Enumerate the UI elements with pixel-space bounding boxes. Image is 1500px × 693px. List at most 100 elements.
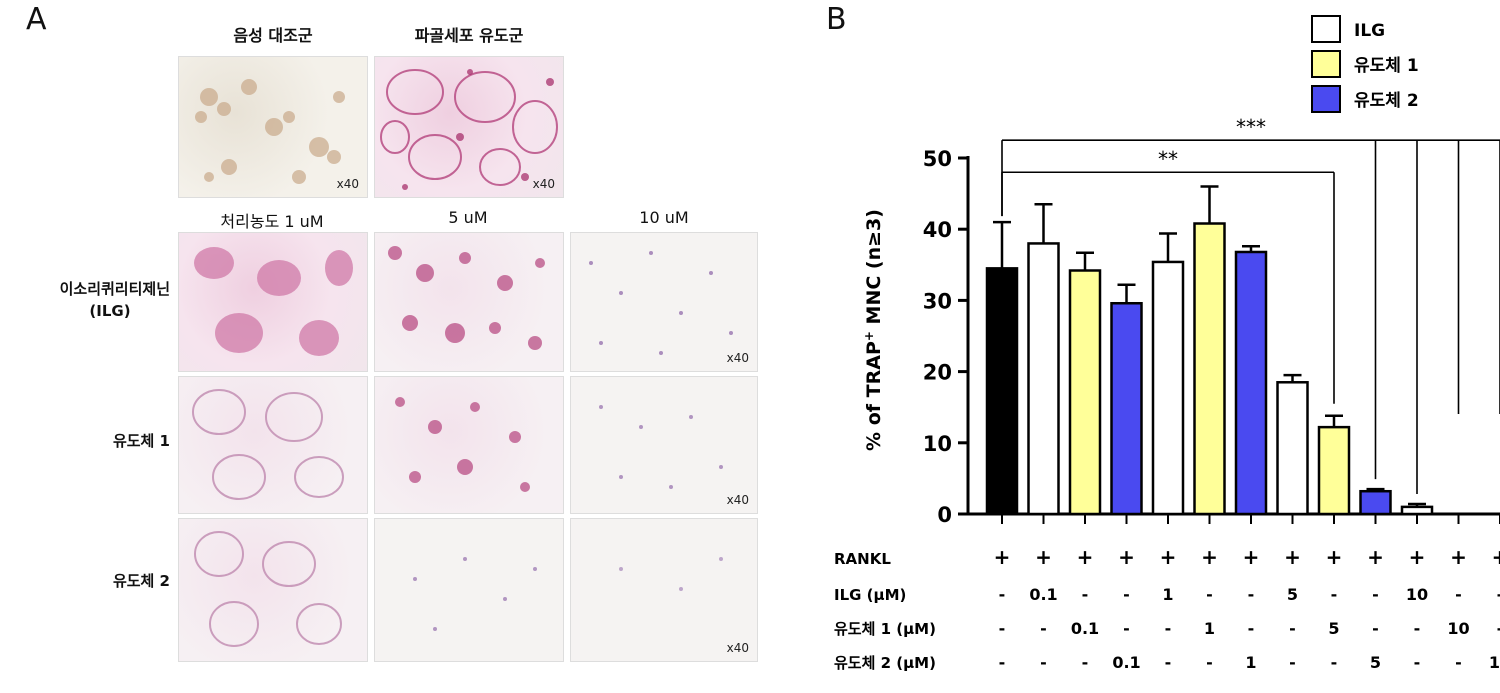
- micrograph-ilg-1um: [178, 232, 368, 372]
- table-row-label: ILG (μM): [834, 586, 906, 604]
- table-cell: 0.1: [1029, 585, 1057, 604]
- micrograph-derivative1-5um: [374, 376, 564, 514]
- table-cell: -: [999, 653, 1006, 672]
- legend-swatch: [1311, 15, 1341, 43]
- table-cell: 1: [1162, 585, 1173, 604]
- bar: [1359, 489, 1392, 516]
- table-cell: -: [1165, 619, 1172, 638]
- legend-label: 유도체 2: [1354, 91, 1419, 111]
- table-cell: -: [1248, 585, 1255, 604]
- table-cell: -: [1497, 619, 1500, 638]
- cell-texture: [619, 557, 723, 591]
- y-axis-label-sup: +: [862, 331, 876, 341]
- table-cell: -: [1165, 653, 1172, 672]
- table-cell: -: [1497, 585, 1500, 604]
- column-header-osteoclast-induced: 파골세포 유도군: [414, 26, 524, 45]
- table-cell: +: [1077, 545, 1094, 569]
- y-tick-label: 20: [923, 361, 952, 385]
- legend-swatch: [1311, 50, 1341, 78]
- table-cell: -: [1372, 619, 1379, 638]
- micrograph-derivative2-1um: [178, 518, 368, 662]
- magnification-label: x40: [726, 641, 749, 655]
- y-tick-label: 40: [923, 218, 952, 242]
- legend: ILG 유도체 1 유도체 2: [1311, 15, 1419, 113]
- table-cell: -: [1289, 619, 1296, 638]
- micrograph-derivative1-1um: [178, 376, 368, 514]
- row-label-derivative-2: 유도체 2: [112, 572, 170, 590]
- concentration-header-10um: 10 uM: [639, 208, 689, 227]
- table-cell: -: [1123, 585, 1130, 604]
- table-cell: -: [1082, 653, 1089, 672]
- table-row-label: 유도체 1 (μM): [834, 620, 936, 638]
- bar: [1151, 260, 1185, 516]
- concentration-header-5um: 5 uM: [448, 208, 488, 227]
- table-cell: +: [1409, 545, 1426, 569]
- table-cell: -: [1206, 585, 1213, 604]
- y-axis-label: % of TRAP+ MNC (n≥3): [862, 209, 885, 451]
- y-axis-label-pre: % of TRAP: [863, 341, 885, 451]
- cell-texture: [599, 405, 723, 489]
- bar: [1027, 242, 1060, 516]
- significance-brackets: *****: [1001, 115, 1500, 495]
- bar: [1193, 222, 1226, 516]
- bar: [1110, 301, 1143, 516]
- table-cell: -: [1331, 585, 1338, 604]
- table-cell: 5: [1287, 585, 1298, 604]
- table-cell: -: [1455, 585, 1462, 604]
- table-cell: 0.1: [1071, 619, 1099, 638]
- table-cell: -: [1331, 653, 1338, 672]
- cell-texture: [395, 397, 530, 492]
- micrograph-negative-control: x40: [178, 56, 368, 198]
- significance-label: **: [1158, 147, 1178, 171]
- micrograph-derivative2-10um: x40: [570, 518, 758, 662]
- table-row-label: 유도체 2 (μM): [834, 654, 936, 672]
- table-cell: +: [1450, 545, 1467, 569]
- table-cell: 10: [1489, 653, 1500, 672]
- table-cell: 5: [1328, 619, 1339, 638]
- cell-texture: [194, 531, 342, 647]
- micrograph-derivative2-5um: [374, 518, 564, 662]
- table-cell: +: [1118, 545, 1135, 569]
- treatment-table: RANKL+++++++++++++ILG (μM)-0.1--1--5--10…: [834, 545, 1500, 672]
- table-cell: -: [1082, 585, 1089, 604]
- table-cell: +: [1492, 545, 1500, 569]
- bar: [1068, 269, 1102, 516]
- cell-texture: [589, 251, 733, 355]
- table-cell: -: [1414, 619, 1421, 638]
- magnification-label: x40: [336, 177, 359, 191]
- micrograph-derivative1-10um: x40: [570, 376, 758, 514]
- table-cell: -: [1455, 653, 1462, 672]
- row-label-ilg-line1: 이소리퀴리티제닌: [59, 280, 170, 298]
- magnification-label: x40: [532, 177, 555, 191]
- table-cell: +: [1035, 545, 1052, 569]
- table-cell: -: [1123, 619, 1130, 638]
- table-cell: -: [1040, 653, 1047, 672]
- table-cell: +: [1326, 545, 1343, 569]
- concentration-header-1um: 처리농도 1 uM: [220, 212, 324, 231]
- bar: [1276, 381, 1309, 516]
- y-tick-label: 30: [923, 289, 952, 313]
- y-axis-label-post: MNC (n≥3): [863, 209, 885, 331]
- legend-label: 유도체 1: [1354, 56, 1419, 76]
- legend-swatch: [1311, 85, 1341, 113]
- cell-texture: [195, 79, 345, 184]
- table-cell: 1: [1204, 619, 1215, 638]
- table-row-label: RANKL: [834, 550, 891, 568]
- table-cell: 10: [1447, 619, 1469, 638]
- row-label-derivative-1: 유도체 1: [112, 432, 170, 450]
- micrograph-osteoclast-induced: x40: [374, 56, 564, 198]
- table-cell: +: [1284, 545, 1301, 569]
- bar: [1234, 250, 1268, 516]
- panel-a-letter: A: [26, 2, 47, 37]
- bar: [1317, 425, 1351, 516]
- legend-label: ILG: [1354, 21, 1385, 41]
- micrograph-ilg-10um: x40: [570, 232, 758, 372]
- table-cell: -: [1248, 619, 1255, 638]
- significance-label: ***: [1236, 115, 1266, 139]
- micrograph-ilg-5um: [374, 232, 564, 372]
- cell-texture: [380, 69, 558, 190]
- table-cell: 0.1: [1112, 653, 1140, 672]
- row-label-ilg-line2: (ILG): [89, 302, 131, 320]
- bar: [1400, 505, 1434, 516]
